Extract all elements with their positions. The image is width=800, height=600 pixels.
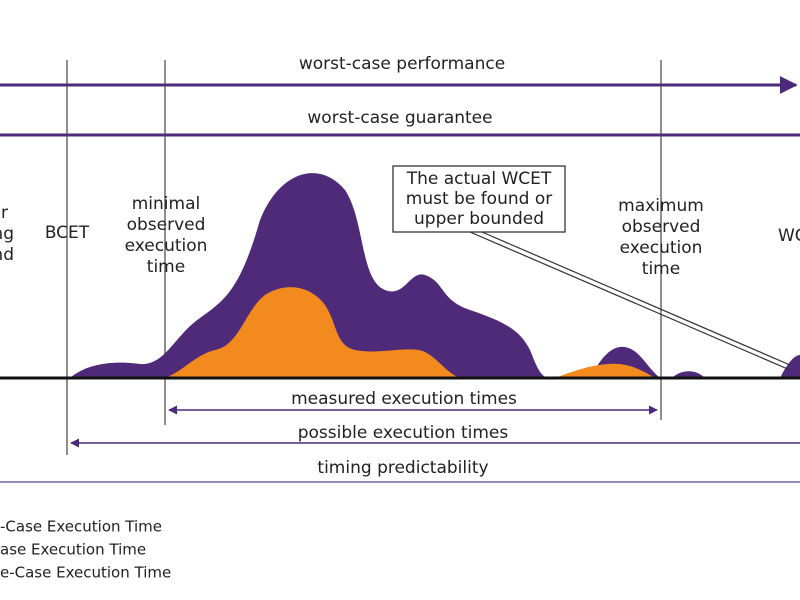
label-bg (300, 455, 510, 479)
arrow-label: worst-case guarantee (307, 108, 492, 128)
callout-pointer (469, 231, 791, 371)
arrow-label: possible execution times (298, 423, 509, 443)
min-label: time (147, 257, 185, 277)
min-label: observed (127, 215, 206, 235)
cut-label: nd (0, 245, 14, 265)
wcet-bump (780, 355, 800, 378)
cut-label: WC (778, 226, 800, 246)
arrow-label: timing predictability (317, 458, 488, 478)
legend-entry: ase Execution Time (0, 541, 146, 559)
observed-distribution (70, 173, 548, 378)
min-label: minimal (132, 194, 200, 214)
label-bg (293, 106, 508, 130)
cut-label: ng (0, 224, 14, 244)
bcet-label: BCET (45, 223, 90, 243)
max-label: time (642, 259, 680, 279)
measured-distribution (165, 287, 460, 378)
callout-text: The actual WCET (406, 169, 552, 189)
small-bump (672, 371, 705, 378)
callout-box (392, 165, 566, 233)
callout-pointer (481, 231, 791, 366)
max-label: observed (622, 217, 701, 237)
legend-entry: e-Case Execution Time (0, 564, 171, 582)
max-label: execution (620, 238, 703, 258)
callout-text: must be found or (406, 189, 552, 209)
arrow-label: measured execution times (291, 389, 517, 409)
measured-bump (555, 363, 655, 378)
cut-label: er (0, 203, 8, 223)
legend-entry: -Case Execution Time (0, 518, 162, 536)
arrow-label: worst-case performance (299, 54, 505, 74)
max-label: maximum (618, 196, 704, 216)
label-bg (285, 52, 520, 76)
min-label: execution (125, 236, 208, 256)
callout-text: upper bounded (414, 209, 544, 229)
